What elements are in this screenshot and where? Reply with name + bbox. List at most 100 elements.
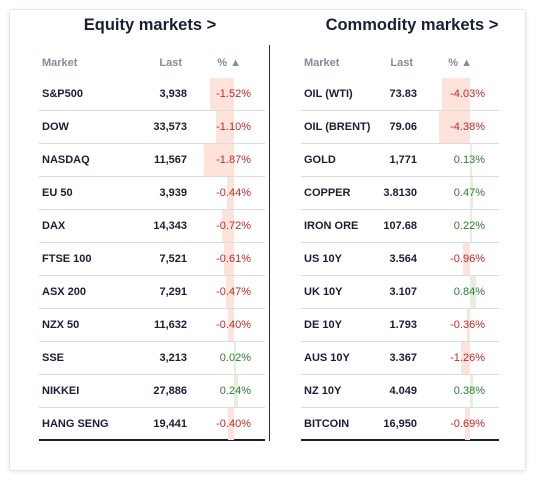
table-row[interactable]: ASX 200 7,291 -0.47% [39, 276, 265, 309]
market-name[interactable]: NIKKEI [42, 385, 80, 397]
change-bar [204, 144, 234, 176]
percent-change: -0.40% [216, 319, 251, 331]
market-column-header[interactable]: Market [304, 57, 340, 69]
market-name[interactable]: NZ 10Y [304, 385, 342, 397]
change-bar [227, 408, 234, 440]
last-price: 79.06 [389, 121, 417, 133]
last-price: 1.793 [389, 319, 417, 331]
last-price: 11,632 [153, 319, 187, 331]
market-name[interactable]: FTSE 100 [42, 253, 92, 265]
last-column-header[interactable]: Last [390, 57, 413, 69]
percent-change: -1.52% [216, 88, 251, 100]
table-row[interactable]: NZ 10Y 4.049 0.38% [301, 375, 499, 408]
percent-change: -0.40% [216, 418, 251, 430]
percent-change: -4.03% [450, 88, 485, 100]
table-row[interactable]: NIKKEI 27,886 0.24% [39, 375, 265, 408]
percent-change: -1.26% [450, 352, 485, 364]
table-row[interactable]: US 10Y 3.564 -0.96% [301, 243, 499, 276]
market-column-header[interactable]: Market [42, 57, 78, 69]
change-bar [461, 342, 470, 374]
percent-change: 0.47% [453, 187, 485, 199]
market-name[interactable]: EU 50 [42, 187, 73, 199]
change-bar [209, 78, 234, 110]
table-row[interactable]: DOW 33,573 -1.10% [39, 111, 265, 144]
market-name[interactable]: IRON ORE [304, 220, 359, 232]
table-row[interactable]: DAX 14,343 -0.72% [39, 210, 265, 243]
market-name[interactable]: NASDAQ [42, 154, 90, 166]
last-price: 7,291 [159, 286, 187, 298]
change-bar [234, 375, 238, 407]
percent-change-column-header[interactable]: % ▲ [448, 57, 472, 69]
last-price: 19,441 [153, 418, 187, 430]
percent-change: -1.87% [216, 154, 251, 166]
last-column-header[interactable]: Last [159, 57, 182, 69]
table-row[interactable]: SSE 3,213 0.02% [39, 342, 265, 375]
market-name[interactable]: BITCOIN [304, 418, 350, 430]
percent-change: -0.61% [216, 253, 251, 265]
last-price: 3.564 [389, 253, 417, 265]
market-name[interactable]: ASX 200 [42, 286, 87, 298]
last-price: 16,950 [383, 418, 417, 430]
table-row[interactable]: OIL (BRENT) 79.06 -4.38% [301, 111, 499, 144]
table-row[interactable]: NASDAQ 11,567 -1.87% [39, 144, 265, 177]
table-row[interactable]: BITCOIN 16,950 -0.69% [301, 408, 499, 441]
market-name[interactable]: DE 10Y [304, 319, 342, 331]
change-bar [470, 144, 472, 176]
table-row[interactable]: OIL (WTI) 73.83 -4.03% [301, 78, 499, 111]
panel-divider [269, 45, 270, 441]
change-bar [234, 342, 236, 374]
market-name[interactable]: GOLD [304, 154, 336, 166]
market-name[interactable]: S&P500 [42, 88, 83, 100]
table-row[interactable]: COPPER 3.8130 0.47% [301, 177, 499, 210]
percent-change: 0.38% [453, 385, 485, 397]
table-row[interactable]: DE 10Y 1.793 -0.36% [301, 309, 499, 342]
change-bar [470, 177, 474, 209]
table-row[interactable]: IRON ORE 107.68 0.22% [301, 210, 499, 243]
last-price: 3.107 [389, 286, 417, 298]
market-name[interactable]: NZX 50 [42, 319, 80, 331]
market-name[interactable]: SSE [42, 352, 65, 364]
percent-change: -0.69% [450, 418, 485, 430]
market-name[interactable]: HANG SENG [42, 418, 109, 430]
change-bar [465, 408, 470, 440]
last-price: 73.83 [389, 88, 417, 100]
last-price: 33,573 [153, 121, 187, 133]
market-name[interactable]: DAX [42, 220, 66, 232]
market-name[interactable]: DOW [42, 121, 69, 133]
table-row[interactable]: HANG SENG 19,441 -0.40% [39, 408, 265, 441]
change-bar [439, 111, 470, 143]
commodity-table-header: Market Last % ▲ [301, 55, 499, 75]
percent-change: -0.44% [216, 187, 251, 199]
table-row[interactable]: AUS 10Y 3.367 -1.26% [301, 342, 499, 375]
market-name[interactable]: OIL (BRENT) [304, 121, 371, 133]
percent-change-column-header[interactable]: % ▲ [217, 57, 241, 69]
market-name[interactable]: US 10Y [304, 253, 342, 265]
percent-change: -0.72% [216, 220, 251, 232]
market-name[interactable]: OIL (WTI) [304, 88, 353, 100]
table-row[interactable]: S&P500 3,938 -1.52% [39, 78, 265, 111]
equity-markets-title-link[interactable]: Equity markets > [83, 16, 217, 34]
change-bar [216, 111, 234, 143]
change-bar [470, 276, 476, 308]
percent-change: -0.36% [450, 319, 485, 331]
change-bar [467, 309, 470, 341]
percent-change: -0.47% [216, 286, 251, 298]
equity-table-header: Market Last % ▲ [39, 55, 265, 75]
change-bar [441, 78, 470, 110]
last-price: 1,771 [389, 154, 417, 166]
table-row[interactable]: EU 50 3,939 -0.44% [39, 177, 265, 210]
last-price: 11,567 [153, 154, 187, 166]
percent-change: -4.38% [450, 121, 485, 133]
commodity-markets-title-link[interactable]: Commodity markets > [325, 16, 499, 34]
market-name[interactable]: AUS 10Y [304, 352, 350, 364]
table-row[interactable]: NZX 50 11,632 -0.40% [39, 309, 265, 342]
market-name[interactable]: COPPER [304, 187, 351, 199]
percent-change: 0.24% [219, 385, 251, 397]
change-bar [226, 276, 234, 308]
commodity-table-body: OIL (WTI) 73.83 -4.03% OIL (BRENT) 79.06 -4.3… [301, 78, 499, 441]
table-row[interactable]: FTSE 100 7,521 -0.61% [39, 243, 265, 276]
markets-card: Equity markets > Market Last % ▲ S&P500 3… [9, 9, 526, 471]
table-row[interactable]: UK 10Y 3.107 0.84% [301, 276, 499, 309]
market-name[interactable]: UK 10Y [304, 286, 343, 298]
table-row[interactable]: GOLD 1,771 0.13% [301, 144, 499, 177]
